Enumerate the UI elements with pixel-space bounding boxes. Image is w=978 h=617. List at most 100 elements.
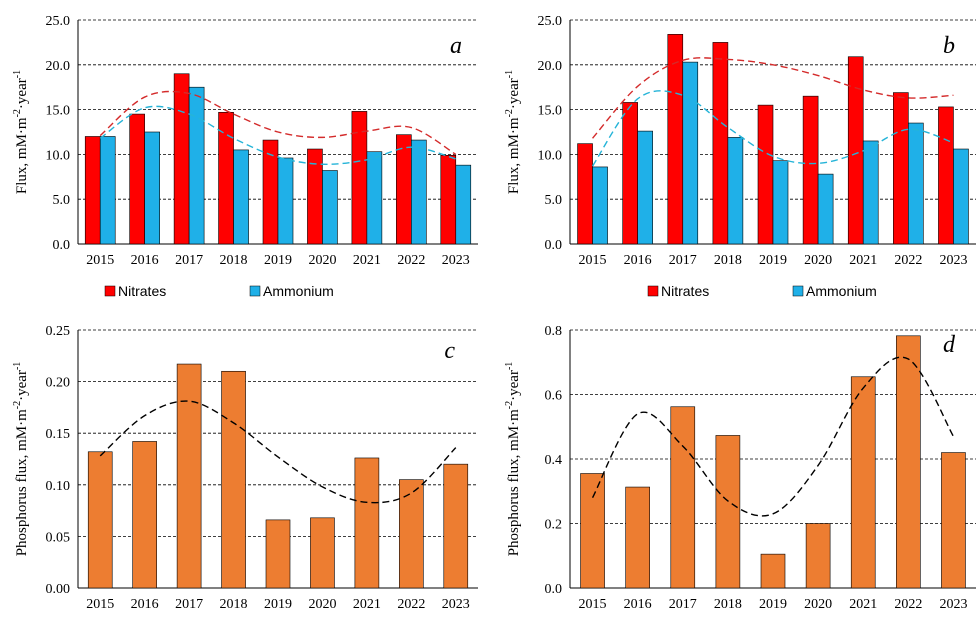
- bar-phosphorus-2016: [132, 441, 157, 589]
- y-tick-label: 0.8: [545, 324, 563, 339]
- panel-letter: d: [943, 332, 956, 358]
- bar-phosphorus-2019: [265, 519, 291, 589]
- x-tick-label: 2022: [397, 597, 425, 612]
- x-tick-label: 2016: [131, 253, 159, 268]
- legend-swatch-ammonium: [792, 285, 804, 297]
- bar-nitrates-2019: [262, 139, 279, 245]
- x-tick-label: 2022: [397, 253, 425, 268]
- y-tick-label: 0.0: [545, 238, 563, 253]
- bar-nitrates-2018: [712, 42, 729, 245]
- bar-ammonium-2021: [862, 140, 879, 245]
- bar-ammonium-2020: [817, 173, 834, 245]
- panel-letter: a: [450, 33, 462, 59]
- bar-phosphorus-2021: [354, 457, 380, 589]
- legend-swatch-ammonium: [249, 285, 261, 297]
- bar-ammonium-2015: [592, 166, 608, 245]
- bar-nitrates-2022: [893, 92, 909, 245]
- x-tick-label: 2019: [264, 253, 292, 268]
- y-tick-label: 5.0: [545, 193, 563, 208]
- legend-label-ammonium: Ammonium: [263, 283, 334, 299]
- y-tick-label: 0.15: [46, 427, 71, 442]
- chart-panel-c: 0.00 0.05 0.10 0.15 0.20 0.25 2015 2016 2017 2018…: [12, 324, 478, 612]
- bar-nitrates-2019: [757, 104, 774, 245]
- bar-phosphorus-2017: [670, 406, 696, 589]
- trendline-nitrates: [99, 90, 457, 155]
- bar-phosphorus-2023: [941, 452, 966, 589]
- x-tick-label: 2017: [669, 253, 697, 268]
- x-tick-label: 2023: [442, 253, 470, 268]
- x-tick-label: 2017: [669, 597, 697, 612]
- bar-ammonium-2019: [772, 160, 789, 245]
- bar-ammonium-2015: [99, 136, 116, 245]
- bar-nitrates-2017: [173, 73, 190, 245]
- bar-nitrates-2023: [938, 106, 954, 245]
- x-tick-label: 2021: [353, 597, 381, 612]
- trendline-nitrates: [592, 57, 954, 139]
- trendline-ammonium: [99, 105, 456, 166]
- bar-phosphorus-2023: [443, 463, 469, 589]
- x-tick-label: 2017: [175, 253, 203, 268]
- x-tick-label: 2017: [175, 597, 203, 612]
- bar-ammonium-2020: [322, 170, 338, 245]
- panel-letter: c: [444, 338, 455, 364]
- y-tick-label: 15.0: [46, 104, 71, 119]
- x-tick-label: 2018: [714, 253, 742, 268]
- y-tick-label: 0.6: [545, 389, 563, 404]
- bar-phosphorus-2020: [310, 517, 335, 589]
- legend-swatch-nitrates: [647, 285, 659, 297]
- x-tick-label: 2021: [849, 597, 877, 612]
- y-tick-label: 0.0: [53, 238, 71, 253]
- bar-phosphorus-2021: [850, 376, 876, 589]
- y-tick-label: 0.10: [46, 479, 71, 494]
- x-tick-label: 2020: [804, 597, 832, 612]
- bar-nitrates-2023: [440, 154, 457, 245]
- y-tick-label: 25.0: [46, 14, 71, 29]
- trendline-phosphorus: [591, 356, 955, 517]
- y-tick-label: 10.0: [538, 148, 563, 163]
- chart-panel-a: 0.0 5.0 10.0 15.0 20.0 25.0 2015 2016 2017 2018 20…: [12, 14, 478, 299]
- bar-phosphorus-2020: [805, 523, 831, 589]
- x-tick-label: 2015: [579, 597, 607, 612]
- y-tick-label: 0.4: [545, 453, 563, 468]
- x-tick-label: 2016: [624, 253, 652, 268]
- y-tick-label: 0.00: [46, 582, 71, 597]
- x-tick-label: 2019: [759, 597, 787, 612]
- bar-phosphorus-2018: [715, 435, 741, 589]
- bar-ammonium-2021: [366, 151, 383, 245]
- panel-letter: b: [943, 33, 955, 59]
- trendline-phosphorus: [99, 400, 457, 504]
- bar-ammonium-2018: [233, 149, 249, 245]
- bar-nitrates-2017: [667, 34, 684, 245]
- x-tick-label: 2018: [220, 597, 248, 612]
- bar-phosphorus-2015: [580, 473, 605, 589]
- legend-label-nitrates: Nitrates: [661, 283, 709, 299]
- bar-phosphorus-2015: [87, 451, 113, 589]
- bar-ammonium-2022: [411, 139, 427, 245]
- bar-phosphorus-2022: [399, 479, 424, 589]
- y-tick-label: 20.0: [46, 59, 71, 74]
- x-tick-label: 2023: [442, 597, 470, 612]
- x-tick-label: 2023: [939, 253, 967, 268]
- bar-nitrates-2022: [396, 134, 412, 245]
- y-axis-label: Flux, mM·m-2·year-1: [504, 70, 522, 194]
- bar-nitrates-2016: [129, 113, 145, 245]
- bar-phosphorus-2022: [896, 335, 921, 589]
- y-tick-label: 0.0: [545, 582, 563, 597]
- x-tick-label: 2016: [624, 597, 652, 612]
- y-tick-label: 25.0: [538, 14, 563, 29]
- legend-swatch-nitrates: [104, 285, 116, 297]
- bar-ammonium-2023: [455, 164, 472, 245]
- x-tick-label: 2019: [264, 597, 292, 612]
- bar-nitrates-2015: [84, 136, 101, 245]
- bar-ammonium-2017: [188, 86, 205, 245]
- chart-panel-b: 0.0 5.0 10.0 15.0 20.0 25.0 2015 2016 2017 2018 20…: [504, 14, 976, 299]
- x-tick-label: 2019: [759, 253, 787, 268]
- bar-ammonium-2019: [277, 157, 294, 245]
- x-tick-label: 2020: [308, 253, 336, 268]
- x-tick-label: 2022: [894, 253, 922, 268]
- bar-phosphorus-2018: [221, 370, 246, 589]
- y-tick-label: 5.0: [53, 193, 71, 208]
- legend: Nitrates Ammonium: [104, 283, 334, 299]
- y-axis-label: Flux, mM·m-2·year-1: [12, 70, 30, 194]
- x-tick-label: 2023: [939, 597, 967, 612]
